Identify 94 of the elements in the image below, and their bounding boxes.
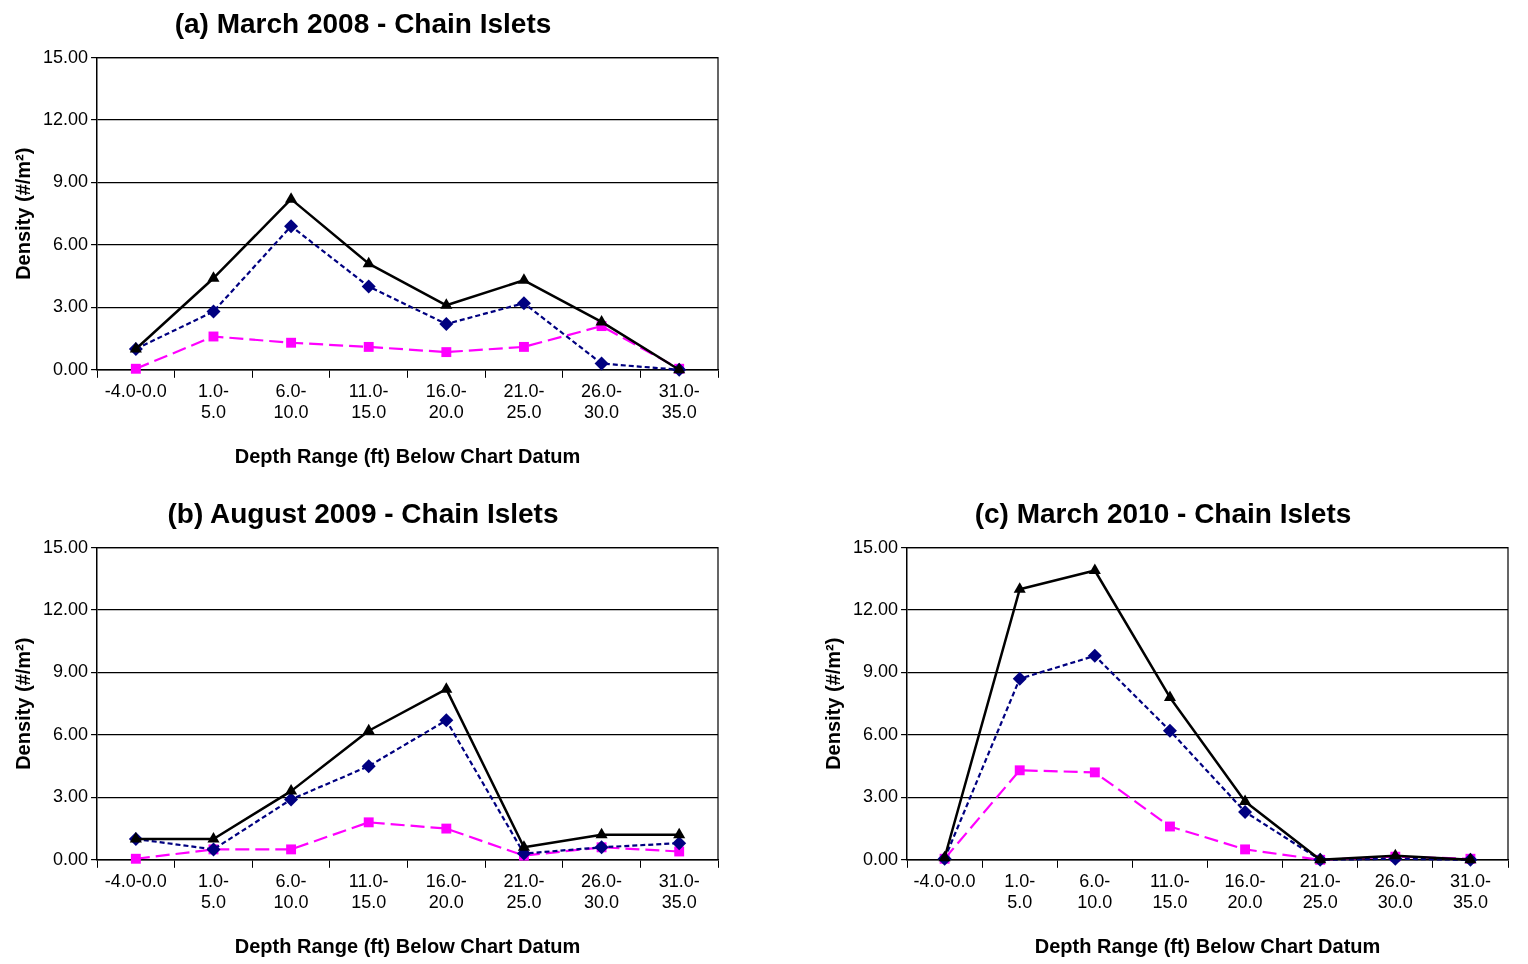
x-tick-label: -4.0-0.0 <box>104 870 167 891</box>
x-tick-label: 31.0- 35.0 <box>1449 870 1491 913</box>
chart-title: (c) March 2010 - Chain Islets <box>974 497 1352 529</box>
y-axis-title: Density (#/m²) <box>821 637 844 770</box>
x-tick-label: 11.0- 15.0 <box>348 870 389 913</box>
x-tick-label: -4.0-0.0 <box>104 380 167 401</box>
point <box>1087 648 1102 663</box>
y-tick-label: 3.00 <box>53 296 89 317</box>
point <box>207 271 220 282</box>
y-tick-label: 12.00 <box>853 599 899 620</box>
point <box>286 337 297 348</box>
point <box>439 317 454 332</box>
point <box>440 298 453 309</box>
point <box>130 363 141 374</box>
x-tick-label: 26.0- 30.0 <box>581 870 623 913</box>
y-tick-label: 3.00 <box>863 786 899 807</box>
x-tick-label: 1.0- 5.0 <box>197 870 229 913</box>
x-axis-title: Depth Range (ft) Below Chart Datum <box>234 444 581 467</box>
point <box>1012 671 1027 686</box>
point <box>517 273 531 284</box>
x-tick-label: 11.0- 15.0 <box>348 380 389 423</box>
y-tick-label: 9.00 <box>53 171 89 192</box>
point <box>1240 844 1251 855</box>
x-axis-title: Depth Range (ft) Below Chart Datum <box>234 934 581 957</box>
x-tick-label: 6.0- 10.0 <box>273 380 309 423</box>
point <box>363 341 374 352</box>
point <box>1088 563 1101 574</box>
point <box>440 682 453 693</box>
point <box>1239 794 1252 806</box>
x-tick-label: 21.0- 25.0 <box>503 380 545 423</box>
y-tick-label: 0.00 <box>863 848 899 869</box>
y-tick-label: 9.00 <box>53 661 89 682</box>
point <box>285 192 298 203</box>
point <box>1013 582 1026 593</box>
point <box>595 314 608 326</box>
y-tick-label: 12.00 <box>43 599 89 620</box>
point <box>130 853 141 864</box>
y-tick-label: 3.00 <box>53 786 89 807</box>
x-tick-label: 21.0- 25.0 <box>1299 870 1341 913</box>
y-tick-label: 6.00 <box>863 723 899 744</box>
point <box>1089 767 1100 778</box>
x-tick-label: 11.0- 15.0 <box>1150 870 1190 913</box>
x-tick-label: 31.0- 35.0 <box>658 870 700 913</box>
y-tick-label: 15.00 <box>43 46 89 67</box>
y-tick-label: 9.00 <box>863 661 899 682</box>
point <box>362 723 375 735</box>
point <box>361 279 376 294</box>
point <box>284 792 299 807</box>
point <box>1014 765 1025 776</box>
chart-title: (a) March 2008 - Chain Islets <box>174 7 552 39</box>
x-tick-label: 31.0- 35.0 <box>658 380 700 423</box>
y-axis-title: Density (#/m²) <box>11 147 34 280</box>
point <box>1165 821 1175 832</box>
point <box>441 823 452 834</box>
point <box>1162 723 1177 738</box>
point <box>672 836 687 851</box>
point <box>673 827 686 839</box>
y-tick-label: 0.00 <box>53 358 89 379</box>
x-tick-label: 6.0- 10.0 <box>1077 870 1113 913</box>
y-tick-label: 15.00 <box>43 536 89 557</box>
x-tick-label: 1.0- 5.0 <box>197 380 229 423</box>
x-tick-label: 21.0- 25.0 <box>503 870 545 913</box>
x-tick-label: 26.0- 30.0 <box>1374 870 1416 913</box>
y-tick-label: 15.00 <box>853 536 899 557</box>
y-axis-title: Density (#/m²) <box>11 637 34 770</box>
y-tick-label: 6.00 <box>53 233 89 254</box>
x-tick-label: 6.0- 10.0 <box>273 870 309 913</box>
point <box>286 844 297 855</box>
y-tick-label: 6.00 <box>53 723 89 744</box>
point <box>594 356 609 371</box>
point <box>517 840 531 851</box>
point <box>595 827 608 839</box>
point <box>362 256 375 268</box>
chart-title: (b) August 2009 - Chain Islets <box>167 497 559 529</box>
y-tick-label: 0.00 <box>53 848 89 869</box>
point <box>285 784 298 795</box>
point <box>519 341 529 352</box>
point <box>361 759 376 774</box>
x-tick-label: 1.0- 5.0 <box>1004 870 1036 913</box>
point <box>284 219 299 234</box>
y-tick-label: 12.00 <box>43 109 89 130</box>
x-tick-label: 16.0- 20.0 <box>425 380 467 423</box>
point <box>363 817 374 828</box>
point <box>1238 804 1253 819</box>
point <box>439 713 454 728</box>
x-tick-label: 16.0- 20.0 <box>425 870 467 913</box>
x-tick-label: -4.0-0.0 <box>913 870 976 891</box>
point <box>1163 690 1177 701</box>
x-tick-label: 26.0- 30.0 <box>581 380 623 423</box>
point <box>206 304 221 319</box>
point <box>441 347 452 358</box>
point <box>516 296 531 311</box>
x-tick-label: 16.0- 20.0 <box>1224 870 1266 913</box>
x-axis-title: Depth Range (ft) Below Chart Datum <box>1034 934 1381 957</box>
